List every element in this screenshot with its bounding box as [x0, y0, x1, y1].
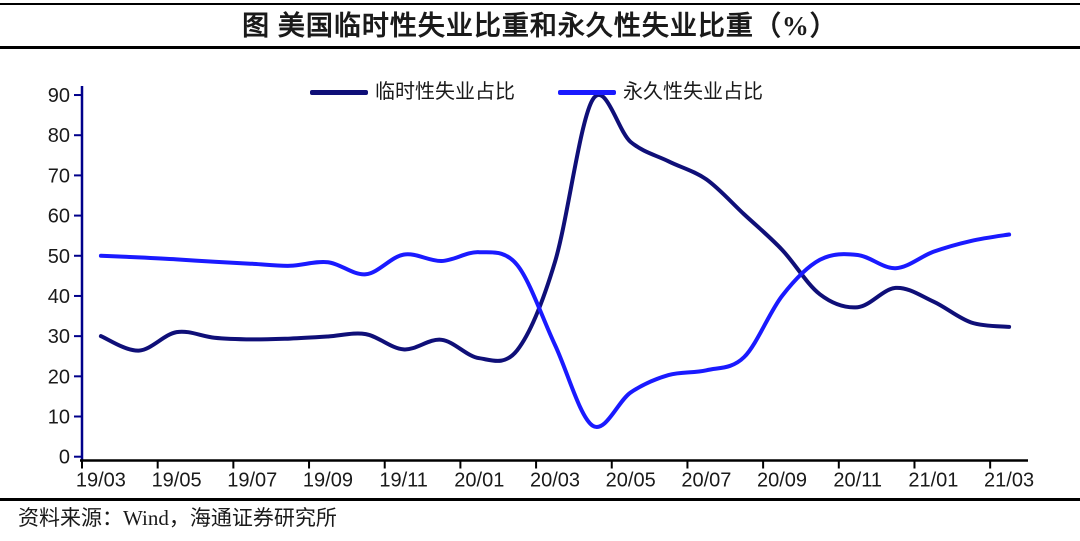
y-tick-label: 90 — [48, 85, 70, 107]
x-tick-label: 20/03 — [530, 470, 580, 492]
x-tick-label: 19/05 — [152, 470, 202, 492]
y-tick-label: 70 — [48, 165, 70, 187]
legend-swatch-temporary — [310, 89, 368, 95]
x-tick-label: 21/01 — [908, 470, 958, 492]
x-tick-label: 20/09 — [757, 470, 807, 492]
legend-item-temporary: 临时性失业占比 — [310, 82, 515, 102]
x-tick-label: 19/03 — [76, 470, 126, 492]
x-tick-label: 20/01 — [454, 470, 504, 492]
legend-item-permanent: 永久性失业占比 — [558, 82, 763, 102]
x-tick-label: 20/11 — [833, 470, 882, 492]
y-tick-label: 0 — [59, 447, 70, 469]
chart-title: 图 美国临时性失业比重和永久性失业比重（%） — [242, 11, 838, 41]
y-tick-label: 60 — [48, 206, 70, 228]
y-tick-label: 80 — [48, 125, 70, 147]
y-tick-label: 20 — [48, 366, 70, 388]
footer-rule — [0, 498, 1080, 501]
y-tick-label: 10 — [48, 407, 70, 429]
x-tick-label: 21/03 — [984, 470, 1034, 492]
series-line-permanent — [98, 232, 1012, 429]
legend-swatch-permanent — [558, 89, 616, 95]
series-line-temporary — [98, 93, 1012, 363]
y-tick-label: 30 — [48, 326, 70, 348]
y-tick-label: 40 — [48, 286, 70, 308]
x-tick-label: 19/07 — [227, 470, 277, 492]
x-tick-label: 19/11 — [379, 470, 428, 492]
source-note: 资料来源：Wind，海通证券研究所 — [18, 506, 337, 530]
legend-label-permanent: 永久性失业占比 — [623, 81, 763, 103]
y-tick-label: 50 — [48, 246, 70, 268]
x-tick-label: 20/05 — [606, 470, 656, 492]
title-rule — [0, 46, 1080, 49]
x-tick-label: 19/09 — [303, 470, 353, 492]
x-tick-label: 20/07 — [681, 470, 731, 492]
legend-label-temporary: 临时性失业占比 — [375, 81, 515, 103]
top-rule — [0, 3, 1080, 5]
